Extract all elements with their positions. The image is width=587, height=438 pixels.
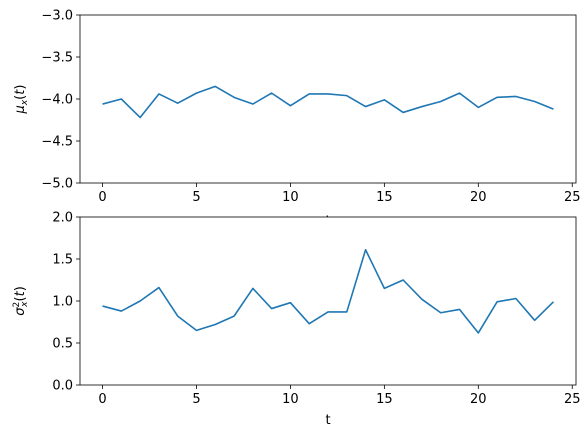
bottom-xtick-label: 25 — [564, 392, 581, 407]
top-xtick-label: 15 — [376, 190, 393, 205]
bottom-xtick-label: 20 — [470, 392, 487, 407]
top-axes-frame — [79, 14, 577, 184]
bottom-ytick-label: 0.5 — [52, 337, 73, 352]
bottom-axes-background — [80, 217, 576, 385]
bottom-xtick-label: 0 — [98, 392, 106, 407]
top-xtick-label: 10 — [282, 190, 299, 205]
top-ytick-label: −4.5 — [41, 135, 73, 150]
top-xtick-label: 5 — [192, 190, 200, 205]
bottom-xtick-label: 15 — [376, 392, 393, 407]
bottom-ytick-label: 1.5 — [52, 253, 73, 268]
top-ytick-label: −3.5 — [41, 51, 73, 66]
top-series-line — [102, 85, 554, 119]
top-xtick-label: 20 — [470, 190, 487, 205]
bottom-ytick-label: 1.0 — [52, 295, 73, 310]
bottom-chart: 0 5 10 15 20 25 0.0 0.5 1.0 1.5 2.0 t σ2x(t) — [12, 211, 581, 429]
bottom-ytick-label: 0.0 — [52, 379, 73, 394]
bottom-xtick-label: 5 — [192, 392, 200, 407]
bottom-xlabel: t — [325, 413, 330, 428]
bottom-axes-frame — [79, 216, 577, 386]
top-xtick-label: 25 — [564, 190, 581, 205]
bottom-series-line — [102, 248, 555, 334]
bottom-ytick-label: 2.0 — [52, 211, 73, 226]
top-ytick-label: −4.0 — [41, 93, 73, 108]
top-xtick-label: 0 — [98, 190, 106, 205]
top-ytick-label: −3.0 — [41, 9, 73, 24]
variance-ylabel: σ2x(t) — [12, 286, 30, 316]
mean-ylabel: μx(t) — [13, 85, 30, 115]
bottom-xtick-label: 10 — [282, 392, 299, 407]
top-ytick-label: −5.0 — [41, 177, 73, 192]
